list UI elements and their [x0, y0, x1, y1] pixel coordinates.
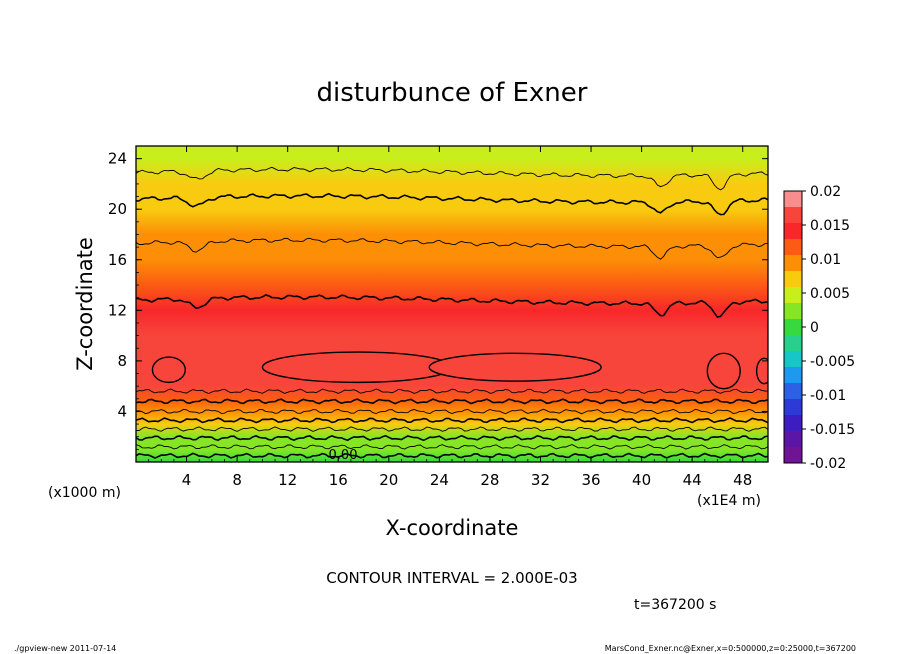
colorbar-tick-label: 0	[810, 320, 819, 336]
contour-line	[136, 452, 768, 459]
contour-line	[136, 192, 768, 216]
x-tick-label: 48	[733, 471, 752, 489]
contour-line	[136, 417, 768, 424]
high-anomaly-blob	[755, 357, 768, 385]
contour-line	[136, 434, 768, 442]
high-anomaly-blob	[151, 356, 186, 384]
colorbar-swatch	[784, 367, 802, 384]
colorbar-tick-label: -0.02	[810, 456, 846, 472]
colorbar-swatch	[784, 255, 802, 272]
contour-line	[136, 166, 768, 191]
colorbar-swatch	[784, 319, 802, 336]
x-axis-ticks: 4 8 12 16 20 24 28 32 36 40 44 48	[148, 146, 756, 489]
contour-value-label: 0.00	[329, 448, 358, 463]
x-axis-label: X-coordinate	[386, 516, 519, 540]
colorbar-swatch	[784, 287, 802, 304]
contour-line	[136, 408, 768, 415]
contour-lines	[136, 166, 768, 459]
x-tick-label: 4	[182, 471, 192, 489]
x-tick-label: 40	[632, 471, 651, 489]
colorbar-swatch	[784, 383, 802, 400]
colorbar-tick-label: -0.01	[810, 388, 846, 404]
chart-title: disturbunce of Exner	[317, 78, 588, 108]
time-label: t=367200 s	[634, 597, 716, 613]
colorbar-swatch	[784, 191, 802, 208]
y-axis-label: Z-coordinate	[73, 237, 97, 371]
x-tick-label: 12	[278, 471, 297, 489]
x-tick-label: 8	[232, 471, 242, 489]
y-tick-label: 12	[108, 301, 127, 319]
colorbar-swatch	[784, 335, 802, 352]
x-unit-right: (x1E4 m)	[697, 493, 761, 509]
colorbar-swatch	[784, 351, 802, 368]
high-anomaly-blob	[428, 352, 602, 382]
y-tick-label: 24	[108, 150, 127, 168]
x-tick-label: 20	[379, 471, 398, 489]
contour-line	[136, 426, 768, 432]
colorbar-tick-label: 0.005	[810, 286, 850, 302]
contour-line	[136, 444, 768, 450]
x-tick-label: 16	[329, 471, 348, 489]
colorbar-tick-label: 0.01	[810, 252, 841, 268]
high-anomaly-blob	[261, 351, 453, 384]
x-unit-left: (x1000 m)	[48, 485, 121, 501]
contour-line	[136, 294, 768, 319]
colorbar-swatch	[784, 207, 802, 224]
colorbar-tick-label: -0.015	[810, 422, 855, 438]
high-anomaly-blob	[706, 352, 741, 390]
x-tick-label: 24	[430, 471, 449, 489]
plot-area	[136, 146, 768, 462]
y-tick-label: 8	[117, 352, 127, 370]
colorbar-tick-label: 0.02	[810, 184, 841, 200]
colorbar-swatch	[784, 415, 802, 432]
y-tick-label: 16	[108, 251, 127, 269]
high-anomaly-regions	[151, 351, 768, 390]
contour-interval-text: CONTOUR INTERVAL = 2.000E-03	[326, 569, 577, 587]
contour-line	[136, 237, 768, 260]
y-tick-label: 4	[117, 402, 127, 420]
colorbar-swatch	[784, 431, 802, 448]
colorbar: 0.02 0.015 0.01 0.005 0 -0.005 -0.01 -0.015 -0.0…	[783, 184, 855, 472]
colorbar-swatch	[784, 239, 802, 256]
colorbar-swatch	[784, 303, 802, 320]
footer-right: MarsCond_Exner.nc@Exner,x=0:500000,z=0:2…	[605, 644, 856, 653]
colorbar-swatch	[784, 399, 802, 416]
colorbar-tick-label: 0.015	[810, 218, 850, 234]
x-tick-label: 36	[581, 471, 600, 489]
colorbar-tick-label: -0.005	[810, 354, 855, 370]
x-tick-label: 32	[531, 471, 550, 489]
y-axis-ticks: 4 8 12 16 20 24	[108, 150, 768, 450]
x-tick-label: 28	[480, 471, 499, 489]
x-tick-label: 44	[683, 471, 702, 489]
colorbar-swatch	[784, 271, 802, 288]
colorbar-swatch	[784, 223, 802, 240]
contour-line	[136, 398, 768, 405]
contour-line	[136, 388, 768, 394]
footer-left: ./gpview-new 2011-07-14	[14, 644, 116, 653]
y-tick-label: 20	[108, 200, 127, 218]
colorbar-swatch	[784, 447, 802, 464]
